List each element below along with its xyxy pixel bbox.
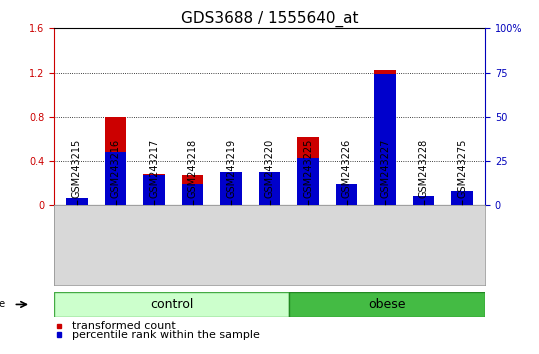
Title: GDS3688 / 1555640_at: GDS3688 / 1555640_at [181, 11, 358, 27]
Bar [336, 189, 357, 205]
Bar [220, 172, 241, 205]
Bar [105, 117, 126, 205]
Bar [298, 137, 319, 205]
Bar [298, 158, 319, 205]
Bar [375, 74, 396, 205]
Bar [182, 176, 203, 205]
Bar [54, 292, 289, 317]
Bar [66, 198, 87, 205]
Bar [452, 191, 473, 205]
Bar [259, 187, 280, 205]
Text: control: control [150, 298, 193, 311]
Bar [182, 184, 203, 205]
Bar [413, 199, 434, 205]
Bar [143, 175, 164, 205]
Text: disease state: disease state [0, 299, 5, 309]
Bar [336, 184, 357, 205]
Bar [452, 194, 473, 205]
Bar [220, 181, 241, 205]
Bar [105, 152, 126, 205]
Text: transformed count: transformed count [65, 321, 175, 331]
Bar [259, 172, 280, 205]
Bar [375, 70, 396, 205]
Text: obese: obese [368, 298, 406, 311]
Bar [413, 196, 434, 205]
Bar [66, 198, 87, 205]
Bar [289, 292, 485, 317]
Text: percentile rank within the sample: percentile rank within the sample [65, 330, 260, 339]
Bar [143, 175, 164, 205]
